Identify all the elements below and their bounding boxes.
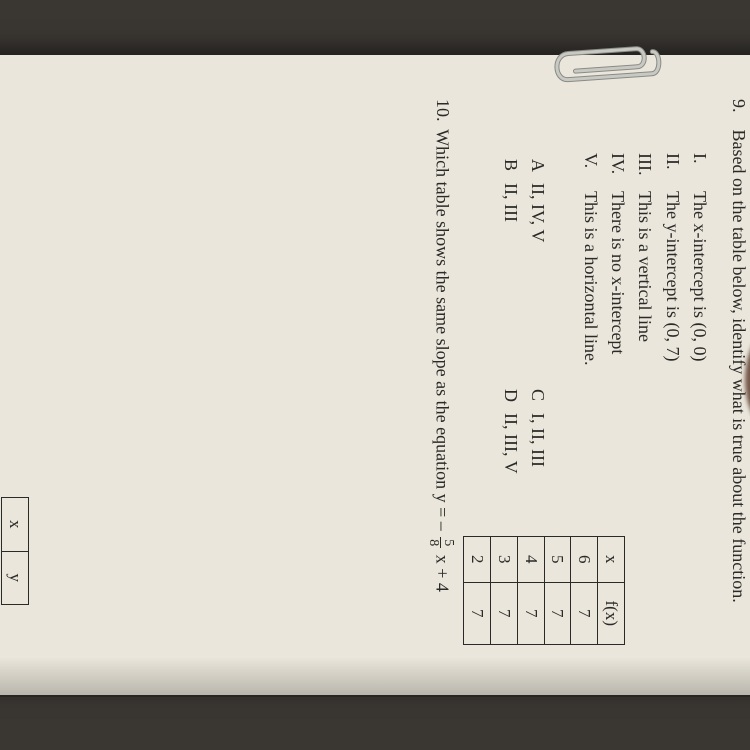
statement-text: This is a horizontal line. xyxy=(581,191,601,365)
cell-fx: 7 xyxy=(571,582,598,644)
q10-number: 10. xyxy=(430,99,455,125)
roman-label: I. xyxy=(687,153,712,191)
choice-label: D xyxy=(498,389,523,413)
choice-label: C xyxy=(525,389,550,413)
choice-label: A xyxy=(525,159,550,183)
cell-fx: 7 xyxy=(464,582,491,644)
cell-x: 2 xyxy=(464,537,491,583)
statement-row: III.This is a vertical line xyxy=(632,153,657,651)
table-row: 57 xyxy=(544,537,571,645)
table-row: 37 xyxy=(491,537,518,645)
fraction-denominator: 8 xyxy=(427,537,441,548)
choice-label: B xyxy=(498,159,523,183)
cell-x: 6 xyxy=(571,537,598,583)
cell-x: 3 xyxy=(491,537,518,583)
q10-xy-table: x y xyxy=(1,497,29,605)
choice-text: II, IV, V xyxy=(528,183,548,242)
roman-label: V. xyxy=(578,153,603,191)
cell-x: 4 xyxy=(517,537,544,583)
statement-row: I.The x-intercept is (0, 0) xyxy=(687,153,712,651)
question-10: 10. Which table shows the same slope as … xyxy=(427,99,456,651)
statement-text: This is a vertical line xyxy=(635,191,655,342)
worksheet-page: 9. Based on the table below, identify wh… xyxy=(0,55,750,695)
table-row: 47 xyxy=(517,537,544,645)
table-row: 67 xyxy=(571,537,598,645)
roman-label: IV. xyxy=(605,153,630,191)
fraction-numerator: 5 xyxy=(441,537,456,548)
cell-fx: 7 xyxy=(491,582,518,644)
statement-text: The y-intercept is (0, 7) xyxy=(663,191,683,361)
choice-text: II, III, V xyxy=(501,413,521,474)
choice-text: II, III xyxy=(501,183,521,222)
roman-label: III. xyxy=(632,153,657,191)
fraction-icon: 5 8 xyxy=(427,537,456,548)
choice-b: BII, III xyxy=(498,159,523,389)
statement-row: II.The y-intercept is (0, 7) xyxy=(659,153,684,651)
cell-fx: 7 xyxy=(517,582,544,644)
q10-prompt-post: x + 4 xyxy=(433,555,453,592)
table-row: 27 xyxy=(464,537,491,645)
q10-prompt-pre: Which table shows the same slope as the … xyxy=(433,129,453,531)
choice-a: AII, IV, V xyxy=(525,159,550,389)
q9-number: 9. xyxy=(726,99,750,125)
paperclip-icon xyxy=(543,35,666,91)
q9-function-table: x f(x) 67 57 47 37 27 xyxy=(463,536,625,645)
table-header-row: x y xyxy=(2,498,29,605)
th-x: x xyxy=(2,498,29,552)
cell-x: 5 xyxy=(544,537,571,583)
th-y: y xyxy=(2,551,29,605)
roman-label: II. xyxy=(659,153,684,191)
page-curl-shadow xyxy=(0,657,750,697)
choice-text: I, II, III xyxy=(528,413,548,467)
cell-fx: 7 xyxy=(544,582,571,644)
table-header-row: x f(x) xyxy=(598,537,625,645)
statement-text: The x-intercept is (0, 0) xyxy=(690,191,710,361)
statement-text: There is no x-intercept xyxy=(608,191,628,354)
th-fx: f(x) xyxy=(598,582,625,644)
th-x: x xyxy=(598,537,625,583)
